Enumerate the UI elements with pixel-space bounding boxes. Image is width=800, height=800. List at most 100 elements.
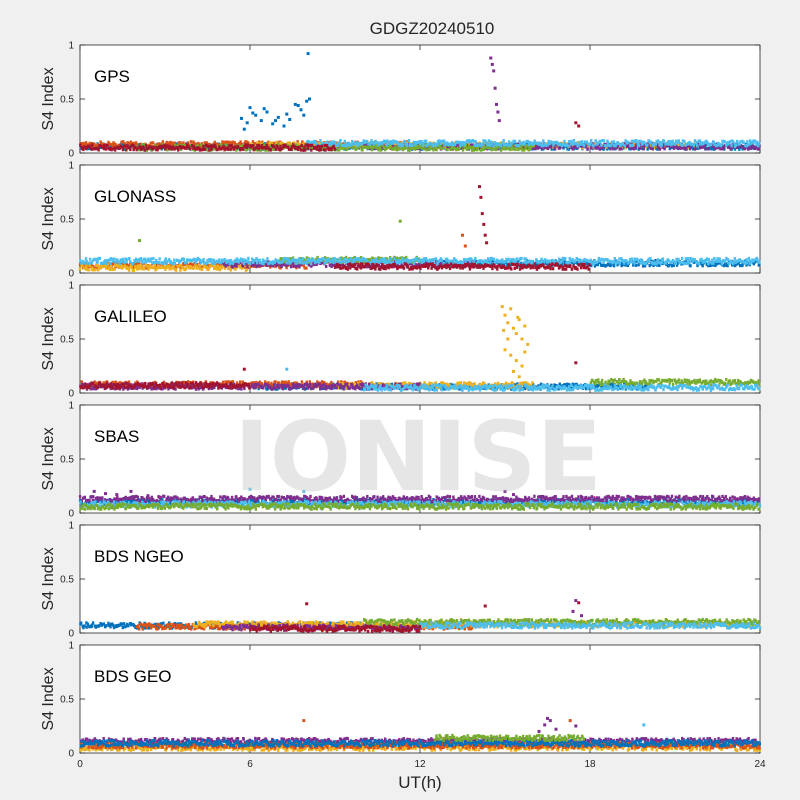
data-point <box>114 142 117 146</box>
y-tick-label: 0 <box>68 149 74 160</box>
data-point <box>757 147 761 151</box>
data-point <box>362 145 365 149</box>
data-point <box>502 139 505 143</box>
data-point <box>95 264 99 268</box>
data-point <box>205 147 208 151</box>
data-point <box>155 260 158 264</box>
data-point <box>507 263 510 267</box>
data-point <box>103 143 106 148</box>
data-point <box>152 257 155 261</box>
data-point <box>236 145 240 149</box>
data-point <box>149 141 153 145</box>
data-point <box>275 146 278 150</box>
data-point <box>513 139 517 143</box>
data-point <box>535 145 538 149</box>
data-point <box>348 146 351 150</box>
data-point <box>417 259 421 263</box>
data-point <box>682 143 686 147</box>
data-point <box>158 257 161 261</box>
data-point <box>577 124 581 128</box>
data-point <box>310 148 313 152</box>
data-point <box>549 145 553 149</box>
data-point <box>534 147 537 151</box>
data-point <box>461 233 464 237</box>
data-point <box>203 147 207 152</box>
data-point <box>406 143 409 147</box>
data-point <box>182 257 185 262</box>
data-point <box>546 146 550 151</box>
data-point <box>200 143 203 147</box>
data-point <box>166 148 169 152</box>
data-point <box>284 145 287 149</box>
data-point <box>139 142 143 146</box>
data-point <box>320 144 324 148</box>
data-point <box>733 147 737 151</box>
data-point <box>615 146 618 150</box>
data-point <box>526 139 529 143</box>
data-point <box>707 147 710 151</box>
data-point <box>225 144 228 148</box>
data-point <box>375 146 378 150</box>
data-point <box>108 142 111 146</box>
data-point <box>668 147 671 151</box>
data-point <box>371 262 374 267</box>
data-point <box>92 144 95 148</box>
data-point <box>483 233 487 237</box>
data-point <box>692 143 696 147</box>
data-point <box>289 144 292 148</box>
data-point <box>435 148 438 152</box>
data-point <box>229 268 232 272</box>
data-point <box>520 144 523 148</box>
data-point <box>554 147 557 151</box>
data-point <box>723 139 726 144</box>
data-point <box>594 142 597 147</box>
data-point <box>109 261 112 265</box>
data-point <box>210 147 213 151</box>
data-point <box>143 148 146 152</box>
data-point <box>231 144 235 148</box>
data-point <box>309 262 313 266</box>
data-point <box>681 146 684 150</box>
data-point <box>745 258 748 262</box>
data-point <box>742 140 745 144</box>
data-point <box>574 121 578 125</box>
data-point <box>241 144 244 148</box>
data-point <box>734 143 738 147</box>
data-point <box>754 145 758 150</box>
data-point <box>293 102 297 106</box>
data-point <box>182 141 185 145</box>
data-point <box>680 256 684 261</box>
data-point <box>672 144 675 148</box>
data-point <box>693 147 697 151</box>
data-point <box>463 244 467 248</box>
data-point <box>570 267 574 271</box>
data-point <box>265 110 269 114</box>
data-point <box>213 140 216 144</box>
data-point <box>576 143 580 147</box>
data-point <box>279 141 282 145</box>
data-point <box>277 143 280 147</box>
data-point <box>305 266 308 270</box>
data-point <box>356 267 359 271</box>
data-point <box>686 144 690 148</box>
data-point <box>634 145 637 149</box>
data-point <box>135 143 139 147</box>
data-point <box>758 144 761 148</box>
data-point <box>215 143 218 147</box>
data-point <box>695 141 698 145</box>
data-point <box>506 143 509 147</box>
data-point <box>573 143 576 147</box>
data-point <box>223 140 226 144</box>
data-point <box>267 143 270 147</box>
data-point <box>179 268 182 272</box>
data-point <box>718 257 721 261</box>
data-point <box>262 107 266 111</box>
data-point <box>758 260 761 264</box>
data-point <box>629 260 633 264</box>
data-point <box>228 140 231 144</box>
data-point <box>247 256 250 260</box>
data-point <box>532 266 535 270</box>
data-point <box>149 257 153 261</box>
data-point <box>276 115 280 119</box>
data-point <box>732 261 735 266</box>
